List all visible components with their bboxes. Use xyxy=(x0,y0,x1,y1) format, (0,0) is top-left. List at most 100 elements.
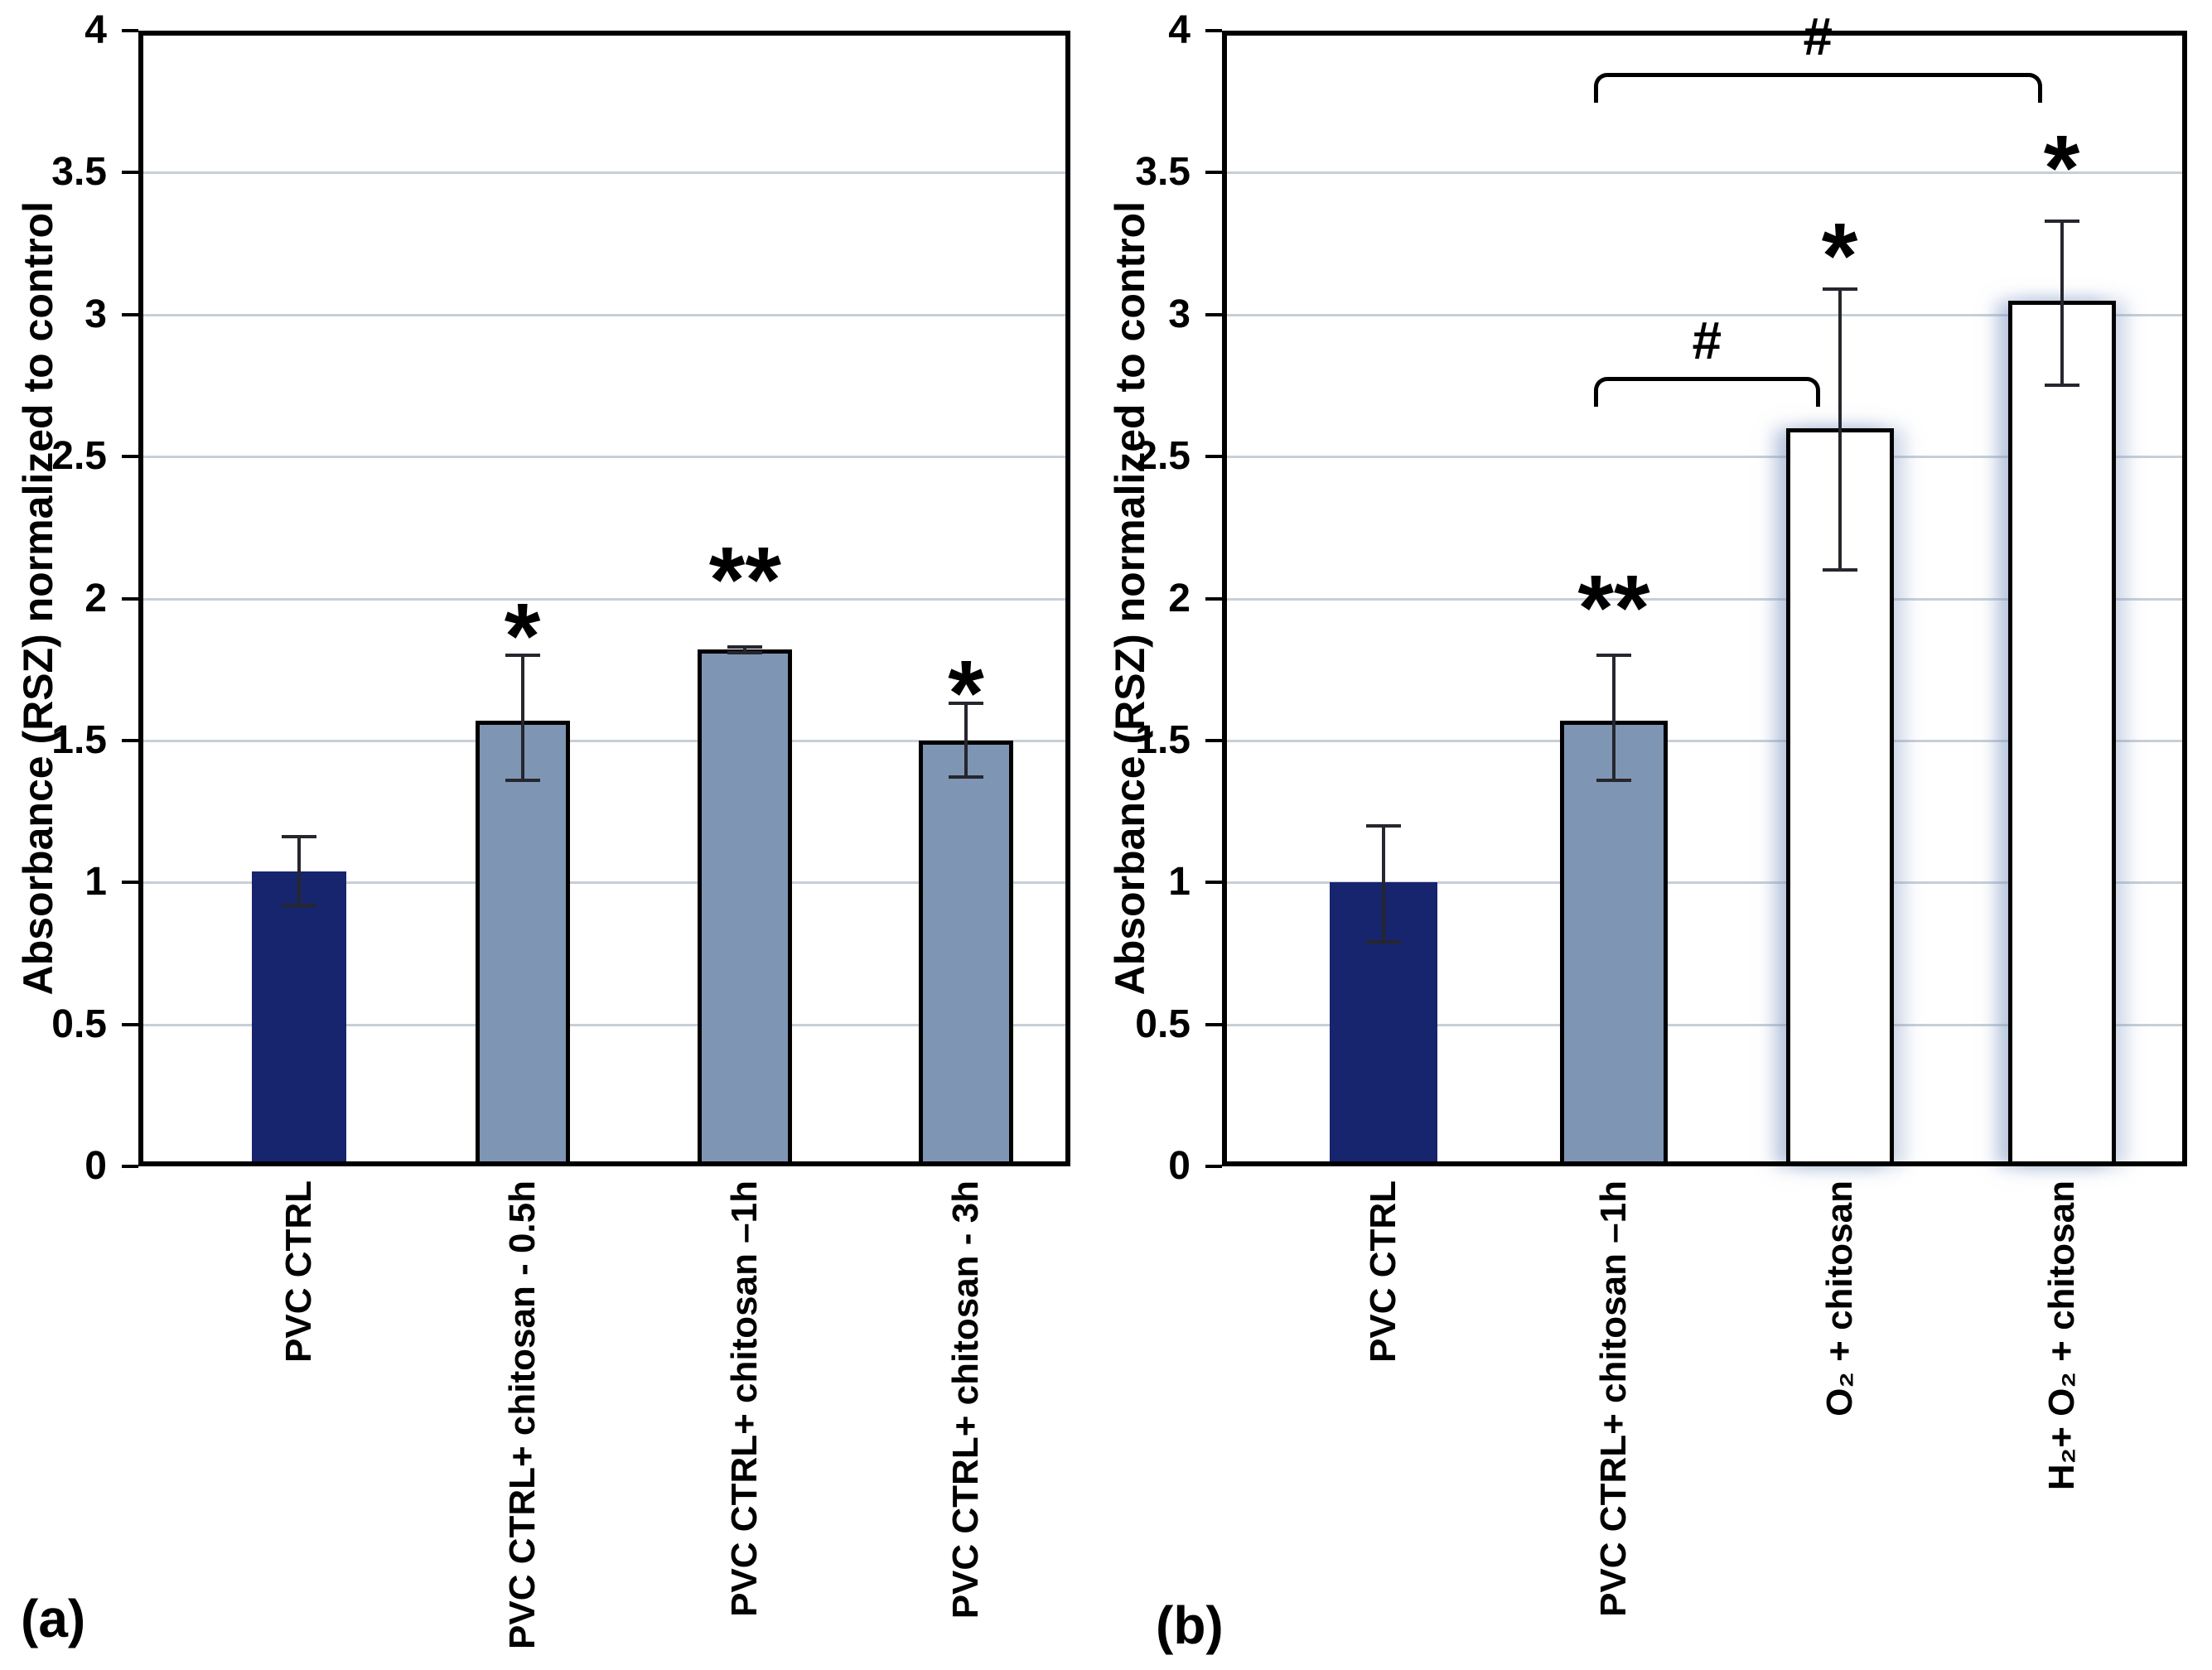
y-axis-tick xyxy=(1205,312,1222,316)
y-axis-tick xyxy=(1205,1022,1222,1026)
gridline xyxy=(143,739,1065,742)
y-axis-tick xyxy=(122,171,138,175)
y-axis-tick xyxy=(1205,171,1222,175)
significance-marker: ** xyxy=(708,528,781,632)
y-tick-label: 2 xyxy=(85,576,107,620)
y-tick-label: 4 xyxy=(1168,8,1191,52)
y-tick-label: 1 xyxy=(85,860,107,905)
bar xyxy=(1785,427,1894,1166)
y-tick-label: 1 xyxy=(1168,860,1191,905)
error-bar-line xyxy=(2060,220,2064,386)
error-bar-cap-bottom xyxy=(2044,384,2079,388)
y-tick-label: 3.5 xyxy=(1135,150,1191,195)
error-bar-cap-top xyxy=(505,654,540,658)
panel-a-tag: (a) xyxy=(21,1589,86,1648)
y-axis-tick xyxy=(1205,738,1222,742)
y-axis-tick xyxy=(1205,1165,1222,1168)
y-axis-tick xyxy=(122,455,138,459)
error-bar-cap-top xyxy=(949,702,983,706)
y-tick-label: 0.5 xyxy=(1135,1002,1191,1046)
y-axis-tick xyxy=(122,881,138,885)
x-category-label: H₂+ O₂ + chitosan xyxy=(2041,1180,2082,1491)
y-tick-label: 0.5 xyxy=(51,1002,107,1046)
y-axis-tick xyxy=(122,596,138,601)
error-bar-cap-top xyxy=(1596,654,1631,658)
error-bar-line xyxy=(520,655,524,780)
gridline xyxy=(143,597,1065,601)
error-bar-cap-top xyxy=(1365,823,1401,828)
bar xyxy=(1559,720,1668,1166)
error-bar-cap-top xyxy=(1822,287,1857,291)
significance-marker: * xyxy=(948,641,984,746)
y-axis-tick xyxy=(122,29,138,32)
error-bar-cap-bottom xyxy=(1596,778,1631,782)
gridline xyxy=(143,171,1065,175)
comparison-bracket xyxy=(1593,377,1820,408)
y-tick-label: 2.5 xyxy=(1135,434,1191,479)
x-category-label: PVC CTRL+ chitosan –1h xyxy=(1592,1180,1634,1617)
y-axis-tick xyxy=(1205,881,1222,885)
gridline xyxy=(1227,1023,2182,1026)
error-bar-cap-bottom xyxy=(1822,568,1857,572)
y-axis-tick xyxy=(122,738,138,742)
y-axis-tick xyxy=(122,312,138,316)
gridline xyxy=(1227,597,2182,601)
plot-frame xyxy=(1222,31,2187,1166)
significance-marker: * xyxy=(2043,116,2080,220)
panel-b-tag: (b) xyxy=(1156,1595,1224,1655)
error-bar-cap-bottom xyxy=(727,650,763,654)
error-bar-cap-bottom xyxy=(281,903,316,907)
plot-frame xyxy=(138,31,1070,1166)
gridline xyxy=(1227,881,2182,885)
error-bar-cap-top xyxy=(2044,219,2079,223)
y-axis-tick xyxy=(1205,455,1222,459)
bracket-label: # xyxy=(1692,311,1722,371)
y-tick-label: 2 xyxy=(1168,576,1191,620)
x-category-label: PVC CTRL xyxy=(1362,1180,1403,1363)
bar xyxy=(475,720,570,1166)
gridline xyxy=(1227,456,2182,459)
error-bar-cap-top xyxy=(727,644,763,649)
bar xyxy=(2007,300,2116,1166)
y-tick-label: 0 xyxy=(85,1144,107,1188)
bracket-label: # xyxy=(1803,7,1833,67)
error-bar-line xyxy=(743,646,747,653)
bar xyxy=(251,871,346,1166)
error-bar-cap-top xyxy=(281,835,316,839)
significance-marker: * xyxy=(504,584,541,688)
gridline xyxy=(143,313,1065,316)
y-tick-label: 1.5 xyxy=(51,717,107,762)
error-bar-cap-bottom xyxy=(949,775,983,779)
y-axis-title-box: Absorbance (RSZ) normalized to control xyxy=(1092,31,1168,1166)
gridline xyxy=(1227,739,2182,742)
y-axis-tick xyxy=(1205,29,1222,32)
gridline xyxy=(143,456,1065,459)
y-tick-label: 3.5 xyxy=(51,150,107,195)
error-bar-line xyxy=(964,703,968,778)
error-bar-cap-bottom xyxy=(505,778,540,782)
x-category-label: O₂ + chitosan xyxy=(1818,1180,1860,1417)
y-tick-label: 4 xyxy=(85,8,107,52)
y-tick-label: 0 xyxy=(1168,1144,1191,1188)
significance-marker: ** xyxy=(1577,556,1650,660)
error-bar-line xyxy=(1611,655,1616,780)
gridline xyxy=(143,1023,1065,1026)
significance-marker: * xyxy=(1821,204,1858,308)
y-axis-tick xyxy=(1205,596,1222,601)
error-bar-line xyxy=(297,837,301,905)
y-axis-tick xyxy=(122,1022,138,1026)
gridline xyxy=(143,881,1065,885)
y-axis-tick xyxy=(122,1165,138,1168)
y-axis-title: Absorbance (RSZ) normalized to control xyxy=(1107,201,1153,996)
y-tick-label: 3 xyxy=(1168,292,1191,336)
y-tick-label: 3 xyxy=(85,292,107,336)
y-tick-label: 2.5 xyxy=(51,434,107,479)
error-bar-cap-bottom xyxy=(1365,940,1401,944)
error-bar-line xyxy=(1838,288,1842,571)
error-bar-line xyxy=(1381,825,1385,943)
y-tick-label: 1.5 xyxy=(1135,717,1191,762)
gridline xyxy=(1227,313,2182,316)
